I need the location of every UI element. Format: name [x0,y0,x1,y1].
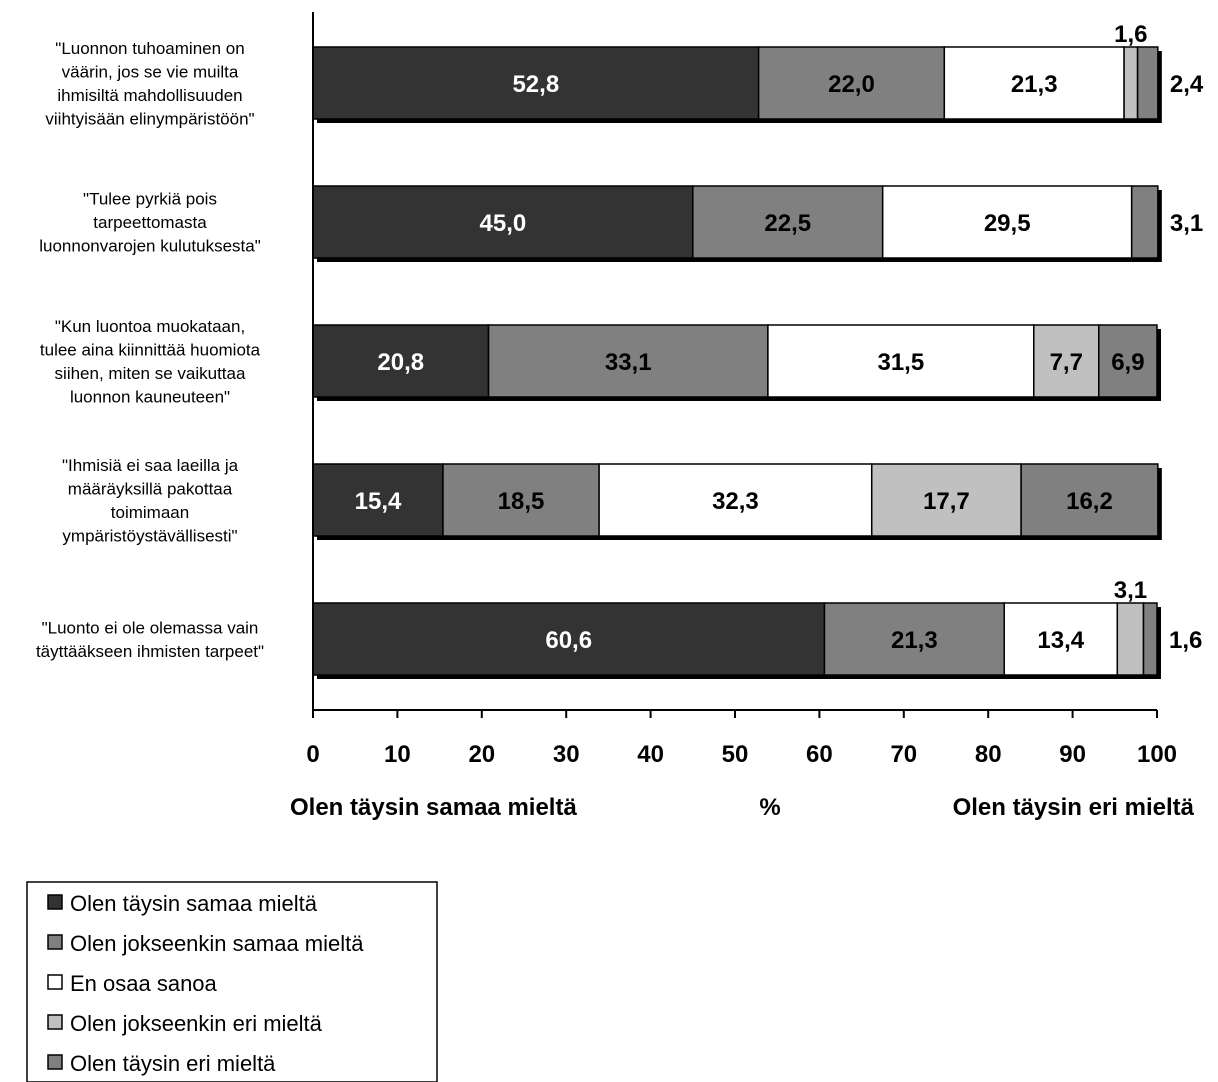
x-tick-label: 50 [722,741,749,768]
legend-swatch [47,1014,63,1030]
value-labels: 52,8 22,0 21,3 1,6 2,4 45,0 22,5 29,5 3,1 20,8 33,… [355,21,1204,654]
x-axis: 0 10 20 30 40 50 60 70 80 90 100 [306,12,1177,768]
data-label: 22,0 [828,71,875,98]
data-label: 52,8 [512,71,559,98]
category-label: "Luonto ei ole olemassa vain täyttääkseen… [36,618,264,661]
data-label: 31,5 [877,349,924,376]
legend-entry: Olen jokseenkin samaa mieltä [70,931,364,956]
bar-segment [767,324,1035,398]
bar-segment [487,324,769,398]
data-label: 18,5 [498,488,545,515]
data-label: 21,3 [891,627,938,654]
x-tick-label: 30 [553,741,580,768]
data-label: 3,1 [1114,577,1147,604]
bar-segment [943,46,1125,120]
x-axis-label-right: Olen täysin eri mieltä [953,794,1195,821]
bar-segment [1020,463,1159,537]
bar-segment [881,185,1133,259]
data-label: 22,5 [764,210,811,237]
data-label: 13,4 [1037,627,1084,654]
x-tick-label: 90 [1059,741,1086,768]
x-tick-label: 40 [637,741,664,768]
data-label: 32,3 [712,488,759,515]
legend-entry: En osaa sanoa [70,971,218,996]
legend-swatch [47,894,63,910]
category-label: "Ihmisiä ei saa laeilla ja määräyksillä p… [62,456,239,546]
x-axis-label-left: Olen täysin samaa mieltä [290,794,577,821]
data-label: 2,4 [1170,71,1204,98]
bar-segment [1136,46,1159,120]
legend-swatch [47,974,63,990]
bar-segment [1003,602,1119,676]
category-label: "Luonnon tuhoaminen on väärin, jos se vie… [45,39,254,129]
legend-entry: Olen täysin eri mieltä [70,1051,276,1076]
data-label: 45,0 [480,210,527,237]
x-tick-label: 20 [468,741,495,768]
data-label: 33,1 [605,349,652,376]
bar-segment [1098,324,1158,398]
bar-segment [870,463,1022,537]
bar-segment [1033,324,1100,398]
bar-segment [312,463,444,537]
legend-swatch [47,934,63,950]
data-label: 29,5 [984,210,1031,237]
x-tick-label: 70 [890,741,917,768]
bar-segment [312,324,490,398]
bar-segment [1130,185,1159,259]
bar-segment [1116,602,1145,676]
legend-entry: Olen jokseenkin eri mieltä [70,1011,323,1036]
x-axis-titles: Olen täysin samaa mieltä % Olen täysin e… [290,794,1195,821]
data-label: 6,9 [1111,349,1144,376]
legend: Olen täysin samaa mieltä Olen jokseenkin … [26,881,438,1082]
bar-segment [1142,602,1158,676]
bars-layer [312,46,1162,679]
bar-segment [598,463,873,537]
data-label: 1,6 [1114,21,1147,48]
data-label: 3,1 [1170,210,1203,237]
x-tick-label: 60 [806,741,833,768]
category-label: "Tulee pyrkiä pois tarpeettomasta luonnonv… [39,190,261,256]
bar-segment [312,185,694,259]
data-label: 15,4 [355,488,402,515]
x-tick-label: 80 [975,741,1002,768]
x-tick-label: 0 [306,741,319,768]
data-label: 1,6 [1169,627,1202,654]
bar-segment [757,46,946,120]
data-label: 17,7 [923,488,970,515]
bar-segment [442,463,600,537]
bar-segment [692,185,884,259]
x-axis-label-center: % [759,794,780,821]
bar-segment [823,602,1005,676]
data-label: 16,2 [1066,488,1113,515]
data-label: 60,6 [545,627,592,654]
bar-segment [1123,46,1139,120]
x-tick-label: 10 [384,741,411,768]
legend-box [26,881,438,1082]
category-labels: "Luonnon tuhoaminen on väärin, jos se vie… [36,39,264,661]
x-tick-label: 100 [1137,741,1177,768]
legend-swatch [47,1054,63,1070]
data-label: 21,3 [1011,71,1058,98]
data-label: 20,8 [377,349,424,376]
legend-entry: Olen täysin samaa mieltä [70,891,318,916]
bar-segment [312,46,760,120]
category-label: "Kun luontoa muokataan, tulee aina kiinni… [40,317,261,407]
data-label: 7,7 [1050,349,1083,376]
